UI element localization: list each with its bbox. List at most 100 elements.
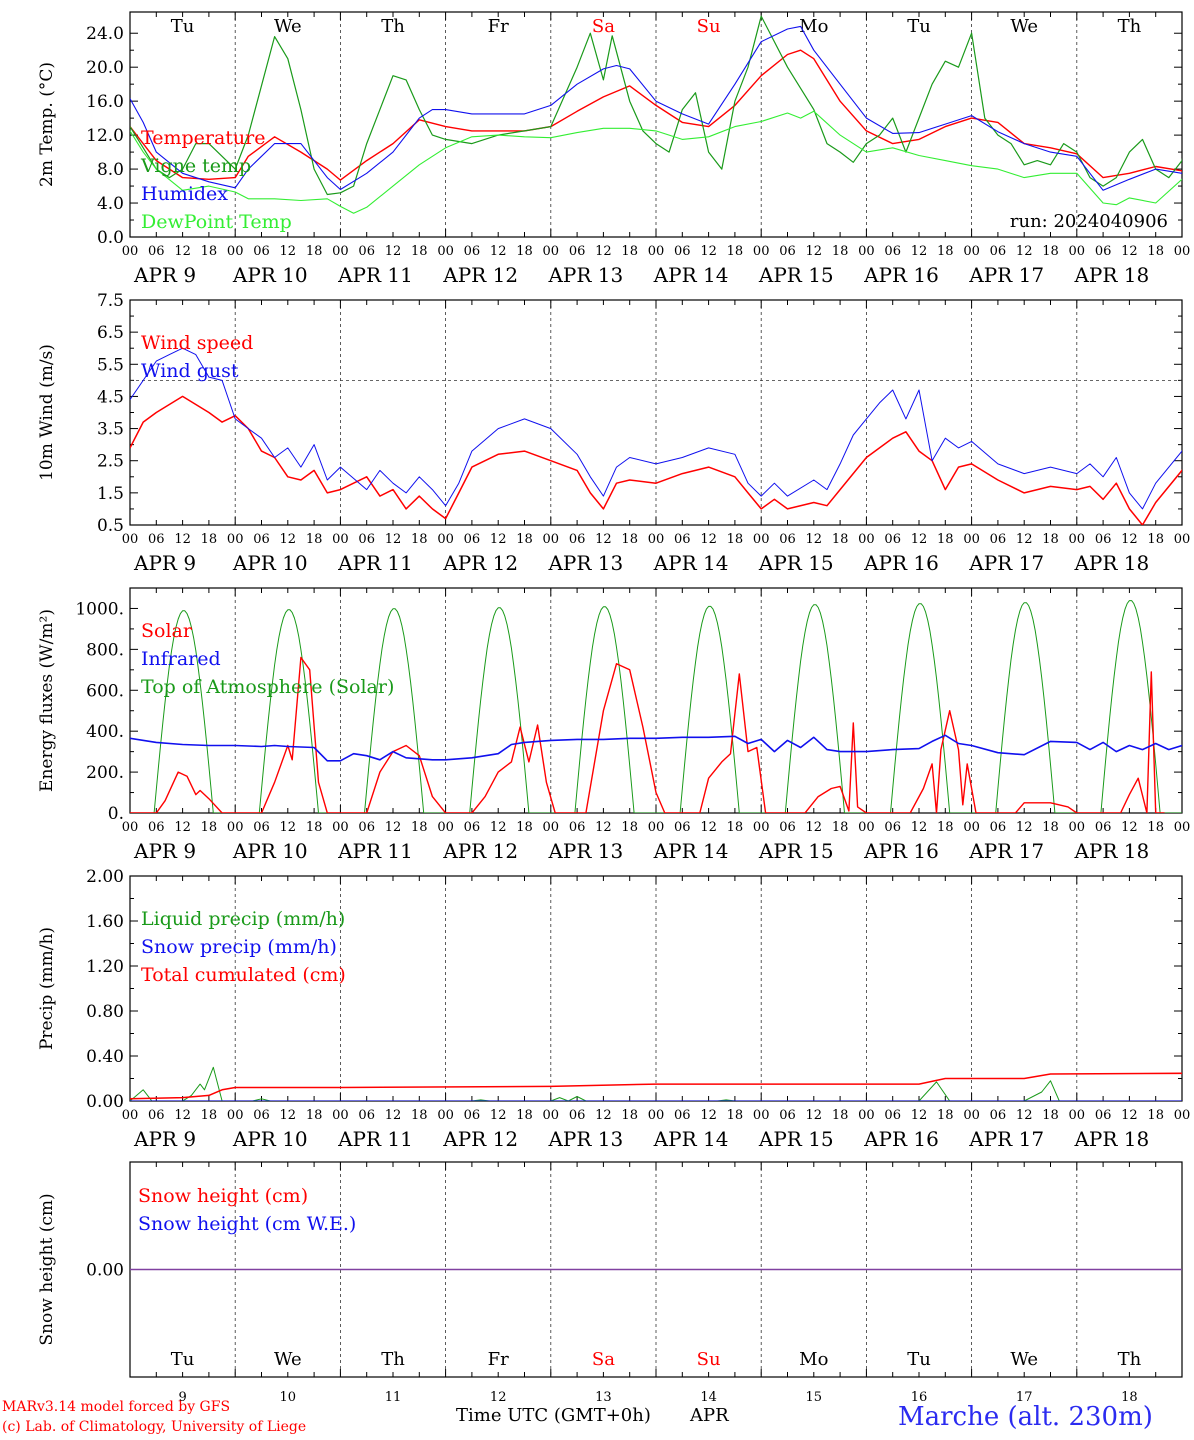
hour-tick-label: 12 [174,1108,191,1123]
panel-2: 0.5 1.5 2.5 3.5 4.5 5.5 6.5 7.5 10m Wind (m/s) 00… [37,291,1191,575]
hour-tick-label: 00 [858,820,875,835]
weekday-label: Th [1118,16,1142,37]
hour-tick-label: 06 [569,532,586,547]
hour-tick-label: 18 [727,1108,744,1123]
hour-tick-label: 00 [543,1108,560,1123]
hour-tick-label: 12 [911,244,928,259]
hour-tick-label: 00 [227,820,244,835]
weekday-label: We [274,1349,302,1370]
hour-tick-label: 06 [884,244,901,259]
hour-tick-label: 00 [437,244,454,259]
hour-tick-label: 18 [1042,532,1059,547]
hour-tick-label: 18 [937,820,954,835]
hour-tick-label: 18 [411,244,428,259]
y-tick-label: 1.60 [86,912,124,932]
series-line-vigne-temp [130,15,1182,196]
hour-tick-label: 12 [174,244,191,259]
hour-tick-label: 00 [648,1108,665,1123]
model-credit: MARv3.14 model forced by GFS [2,1399,231,1415]
hour-tick-label: 18 [201,1108,218,1123]
date-label: APR 14 [653,839,729,863]
hour-tick-label: 12 [280,820,297,835]
weekday-label: We [274,16,302,37]
hour-tick-label: 00 [332,1108,349,1123]
date-label: APR 9 [133,551,196,575]
hour-tick-label: 06 [779,1108,796,1123]
date-label: APR 17 [968,839,1044,863]
hour-tick-label: 12 [385,244,402,259]
hour-tick-label: 18 [727,532,744,547]
legend-entry: Infrared [141,648,221,670]
hour-tick-label: 12 [385,820,402,835]
hour-tick-label: 06 [569,244,586,259]
legend-entry: Wind speed [141,332,253,354]
y-tick-label: 6.5 [97,323,124,343]
hour-tick-label: 18 [621,532,638,547]
hour-tick-label: 12 [1016,532,1033,547]
hour-tick-label: 06 [779,532,796,547]
legend-entry: Liquid precip (mm/h) [141,908,345,930]
y-tick-label: 4.5 [97,387,124,407]
hour-tick-label: 12 [806,532,823,547]
hour-tick-label: 06 [779,244,796,259]
hour-tick-label: 18 [1147,532,1164,547]
hour-tick-label: 06 [884,820,901,835]
hour-tick-label: 00 [227,244,244,259]
plot-frame [129,11,1183,238]
series-group [130,1066,1182,1101]
date-label: APR 11 [337,551,413,575]
date-label: APR 18 [1073,1127,1149,1151]
hour-tick-label: 00 [963,532,980,547]
hour-tick-label: 18 [516,532,533,547]
series-line-top-of-atmosphere-solar- [130,600,1182,813]
hour-tick-label: 00 [437,532,454,547]
plot-frame [129,299,1183,526]
y-tick-label: 1000. [75,599,124,619]
hour-tick-label: 00 [122,532,139,547]
hour-tick-label: 00 [648,532,665,547]
weekday-label: Tu [907,16,931,37]
hour-tick-label: 12 [1121,532,1138,547]
y-tick-label: 8.0 [97,160,124,180]
hour-tick-label: 18 [1042,244,1059,259]
hour-tick-label: 18 [1042,1108,1059,1123]
series-group [130,15,1182,214]
hour-tick-label: 18 [411,1108,428,1123]
date-label: APR 9 [133,839,196,863]
day-number-label: 18 [1121,1390,1138,1405]
y-tick-label: 0.80 [86,1002,124,1022]
date-label: APR 9 [133,1127,196,1151]
hour-tick-label: 12 [911,1108,928,1123]
weekday-label: Tu [907,1349,931,1370]
hour-tick-label: 12 [385,532,402,547]
hour-tick-label: 12 [806,1108,823,1123]
x-axis-month: APR [690,1405,729,1426]
date-label: APR 10 [232,551,308,575]
hour-tick-label: 06 [674,1108,691,1123]
hour-tick-label: 18 [306,1108,323,1123]
y-tick-label: 0.5 [97,516,124,536]
y-axis-label: Snow height (cm) [37,1193,57,1345]
weekday-label: We [1010,16,1038,37]
legend-entry: Wind gust [141,360,239,382]
y-axis-label: Precip (mm/h) [37,927,57,1050]
series-line-solar [130,656,1165,813]
hour-tick-label: 06 [674,532,691,547]
y-tick-label: 0. [108,804,124,824]
hour-tick-label: 18 [1147,244,1164,259]
hour-tick-label: 00 [1174,532,1191,547]
hour-tick-label: 00 [332,532,349,547]
hour-tick-label: 12 [806,244,823,259]
y-tick-label: 600. [86,681,124,701]
date-label: APR 16 [863,1127,939,1151]
day-number-label: 13 [595,1390,612,1405]
hour-tick-label: 18 [621,820,638,835]
hour-tick-label: 12 [595,820,612,835]
hour-tick-label: 00 [648,244,665,259]
y-tick-label: 3.5 [97,420,124,440]
y-tick-label: 400. [86,722,124,742]
hour-tick-label: 12 [700,1108,717,1123]
hour-tick-label: 00 [1069,820,1086,835]
weekday-label: Fr [488,1349,509,1370]
date-label: APR 15 [758,551,834,575]
